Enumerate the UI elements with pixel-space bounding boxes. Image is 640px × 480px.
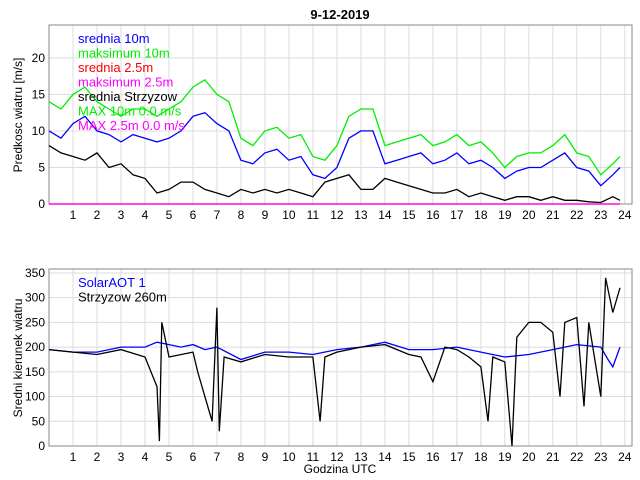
- y-tick-label: 250: [25, 315, 45, 329]
- y-tick-label: 50: [32, 414, 46, 428]
- series-line-srednia-strzyzow: [48, 145, 621, 204]
- x-tick-label: 15: [402, 208, 416, 222]
- series-line-strzyzow-260m: [48, 277, 621, 447]
- x-tick-label: 8: [238, 450, 245, 464]
- x-tick-label: 12: [330, 208, 344, 222]
- y-tick-label: 150: [25, 365, 45, 379]
- legend-entry: Strzyzow 260m: [78, 290, 167, 305]
- x-tick-label: 17: [450, 450, 464, 464]
- x-tick-label: 14: [378, 450, 392, 464]
- x-tick-label: 23: [594, 450, 608, 464]
- x-tick-label: 13: [354, 450, 368, 464]
- wind-direction-plot: 1 2 3 4 5 6 7 8 9 10 11 12 13 14 15 16 17 18 19 20 21 22 23 240…: [25, 266, 633, 464]
- x-tick-label: 5: [166, 450, 173, 464]
- y-tick-label: 15: [32, 87, 46, 101]
- x-tick-label: 9: [262, 208, 269, 222]
- x-tick-label: 23: [594, 208, 608, 222]
- y-axis-label-direction: Sredni kierunek wiatru: [11, 299, 25, 418]
- plot-frame: [48, 268, 633, 447]
- x-tick-label: 14: [378, 208, 392, 222]
- x-tick-label: 21: [546, 208, 560, 222]
- x-tick-label: 15: [402, 450, 416, 464]
- x-tick-label: 24: [618, 450, 632, 464]
- x-tick-label: 3: [118, 450, 125, 464]
- series-line-solaraot-1: [48, 341, 621, 369]
- legend-entry: maksimum 2.5m: [78, 75, 173, 90]
- y-tick-label: 100: [25, 390, 45, 404]
- x-tick-label: 18: [474, 450, 488, 464]
- chart-title: 9-12-2019: [310, 7, 369, 22]
- x-tick-label: 22: [570, 208, 584, 222]
- x-axis-label: Godzina UTC: [304, 462, 377, 476]
- x-tick-label: 20: [522, 208, 536, 222]
- x-tick-label: 24: [618, 208, 632, 222]
- legend-entry: srednia 10m: [78, 31, 150, 46]
- x-tick-label: 1: [70, 208, 77, 222]
- legend-entry: SolarAOT 1: [78, 275, 146, 290]
- y-axis-label-speed: Predkosc wiatru [m/s]: [11, 58, 25, 173]
- x-tick-label: 22: [570, 450, 584, 464]
- x-tick-label: 4: [142, 450, 149, 464]
- y-tick-label: 350: [25, 266, 45, 280]
- y-tick-label: 20: [32, 51, 46, 65]
- x-tick-label: 16: [426, 208, 440, 222]
- x-tick-label: 13: [354, 208, 368, 222]
- y-tick-label: 300: [25, 291, 45, 305]
- legend-entry: srednia Strzyzow: [78, 89, 178, 104]
- y-tick-label: 0: [38, 439, 45, 453]
- x-tick-label: 9: [262, 450, 269, 464]
- y-tick-label: 10: [32, 124, 46, 138]
- x-tick-label: 8: [238, 208, 245, 222]
- x-tick-label: 5: [166, 208, 173, 222]
- x-tick-label: 11: [307, 450, 320, 464]
- x-tick-label: 20: [522, 450, 536, 464]
- wind-speed-plot: 1 2 3 4 5 6 7 8 9 10 11 12 13 14 15 16 17 18 19 20 21 22 23 240…: [32, 24, 633, 222]
- x-tick-label: 17: [450, 208, 464, 222]
- x-tick-label: 4: [142, 208, 149, 222]
- series-line-maksimum-10m: [48, 78, 621, 176]
- x-tick-label: 16: [426, 450, 440, 464]
- x-tick-label: 7: [214, 450, 221, 464]
- x-tick-label: 19: [498, 208, 512, 222]
- x-tick-label: 6: [190, 450, 197, 464]
- y-tick-label: 200: [25, 340, 45, 354]
- x-tick-label: 7: [214, 208, 221, 222]
- legend-entry: MAX 2.5m 0.0 m/s: [78, 118, 185, 133]
- series-line-srednia-10m: [48, 111, 621, 187]
- x-tick-label: 6: [190, 208, 197, 222]
- y-tick-label: 5: [38, 160, 45, 174]
- legend-entry: maksimum 10m: [78, 46, 170, 61]
- legend-entry: MAX 10m 0.0 m/s: [78, 104, 182, 119]
- x-tick-label: 11: [307, 208, 320, 222]
- x-tick-label: 10: [282, 450, 296, 464]
- x-tick-label: 3: [118, 208, 125, 222]
- x-tick-label: 1: [70, 450, 77, 464]
- x-tick-label: 10: [282, 208, 296, 222]
- x-tick-label: 12: [330, 450, 344, 464]
- legend-entry: srednia 2.5m: [78, 60, 153, 75]
- x-tick-label: 21: [546, 450, 560, 464]
- x-tick-label: 19: [498, 450, 512, 464]
- y-tick-label: 0: [38, 197, 45, 211]
- x-tick-label: 2: [94, 450, 101, 464]
- x-tick-label: 2: [94, 208, 101, 222]
- x-tick-label: 18: [474, 208, 488, 222]
